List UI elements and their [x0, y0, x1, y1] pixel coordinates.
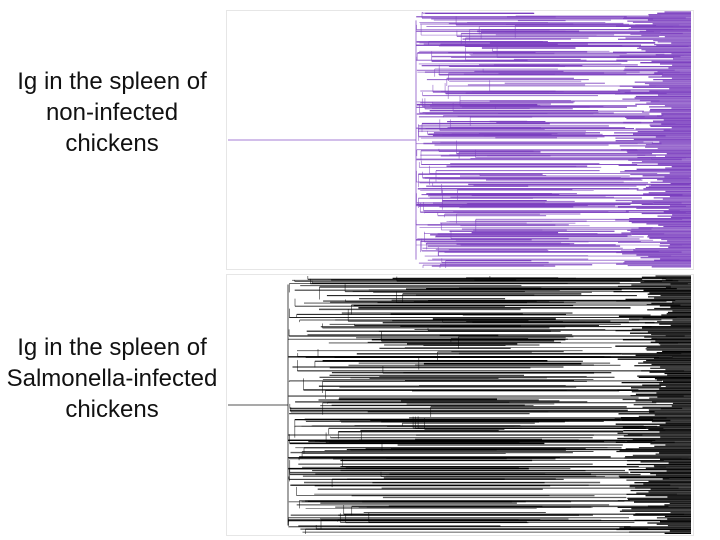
non-infected-tree-panel — [226, 10, 694, 270]
bottom-panel-label-text: Ig in the spleen of Salmonella-infected … — [6, 334, 218, 423]
top-panel-label-text: Ig in the spleen of non-infected chicken… — [17, 68, 207, 157]
bottom-panel-label: Ig in the spleen of Salmonella-infected … — [0, 332, 224, 425]
non-infected-phylogenetic-tree — [226, 10, 694, 270]
salmonella-infected-tree-panel — [226, 274, 694, 536]
tree-frame — [226, 10, 694, 270]
salmonella-infected-phylogenetic-tree — [226, 274, 694, 536]
top-panel-label: Ig in the spleen of non-infected chicken… — [0, 66, 224, 159]
tree-frame — [226, 274, 694, 536]
